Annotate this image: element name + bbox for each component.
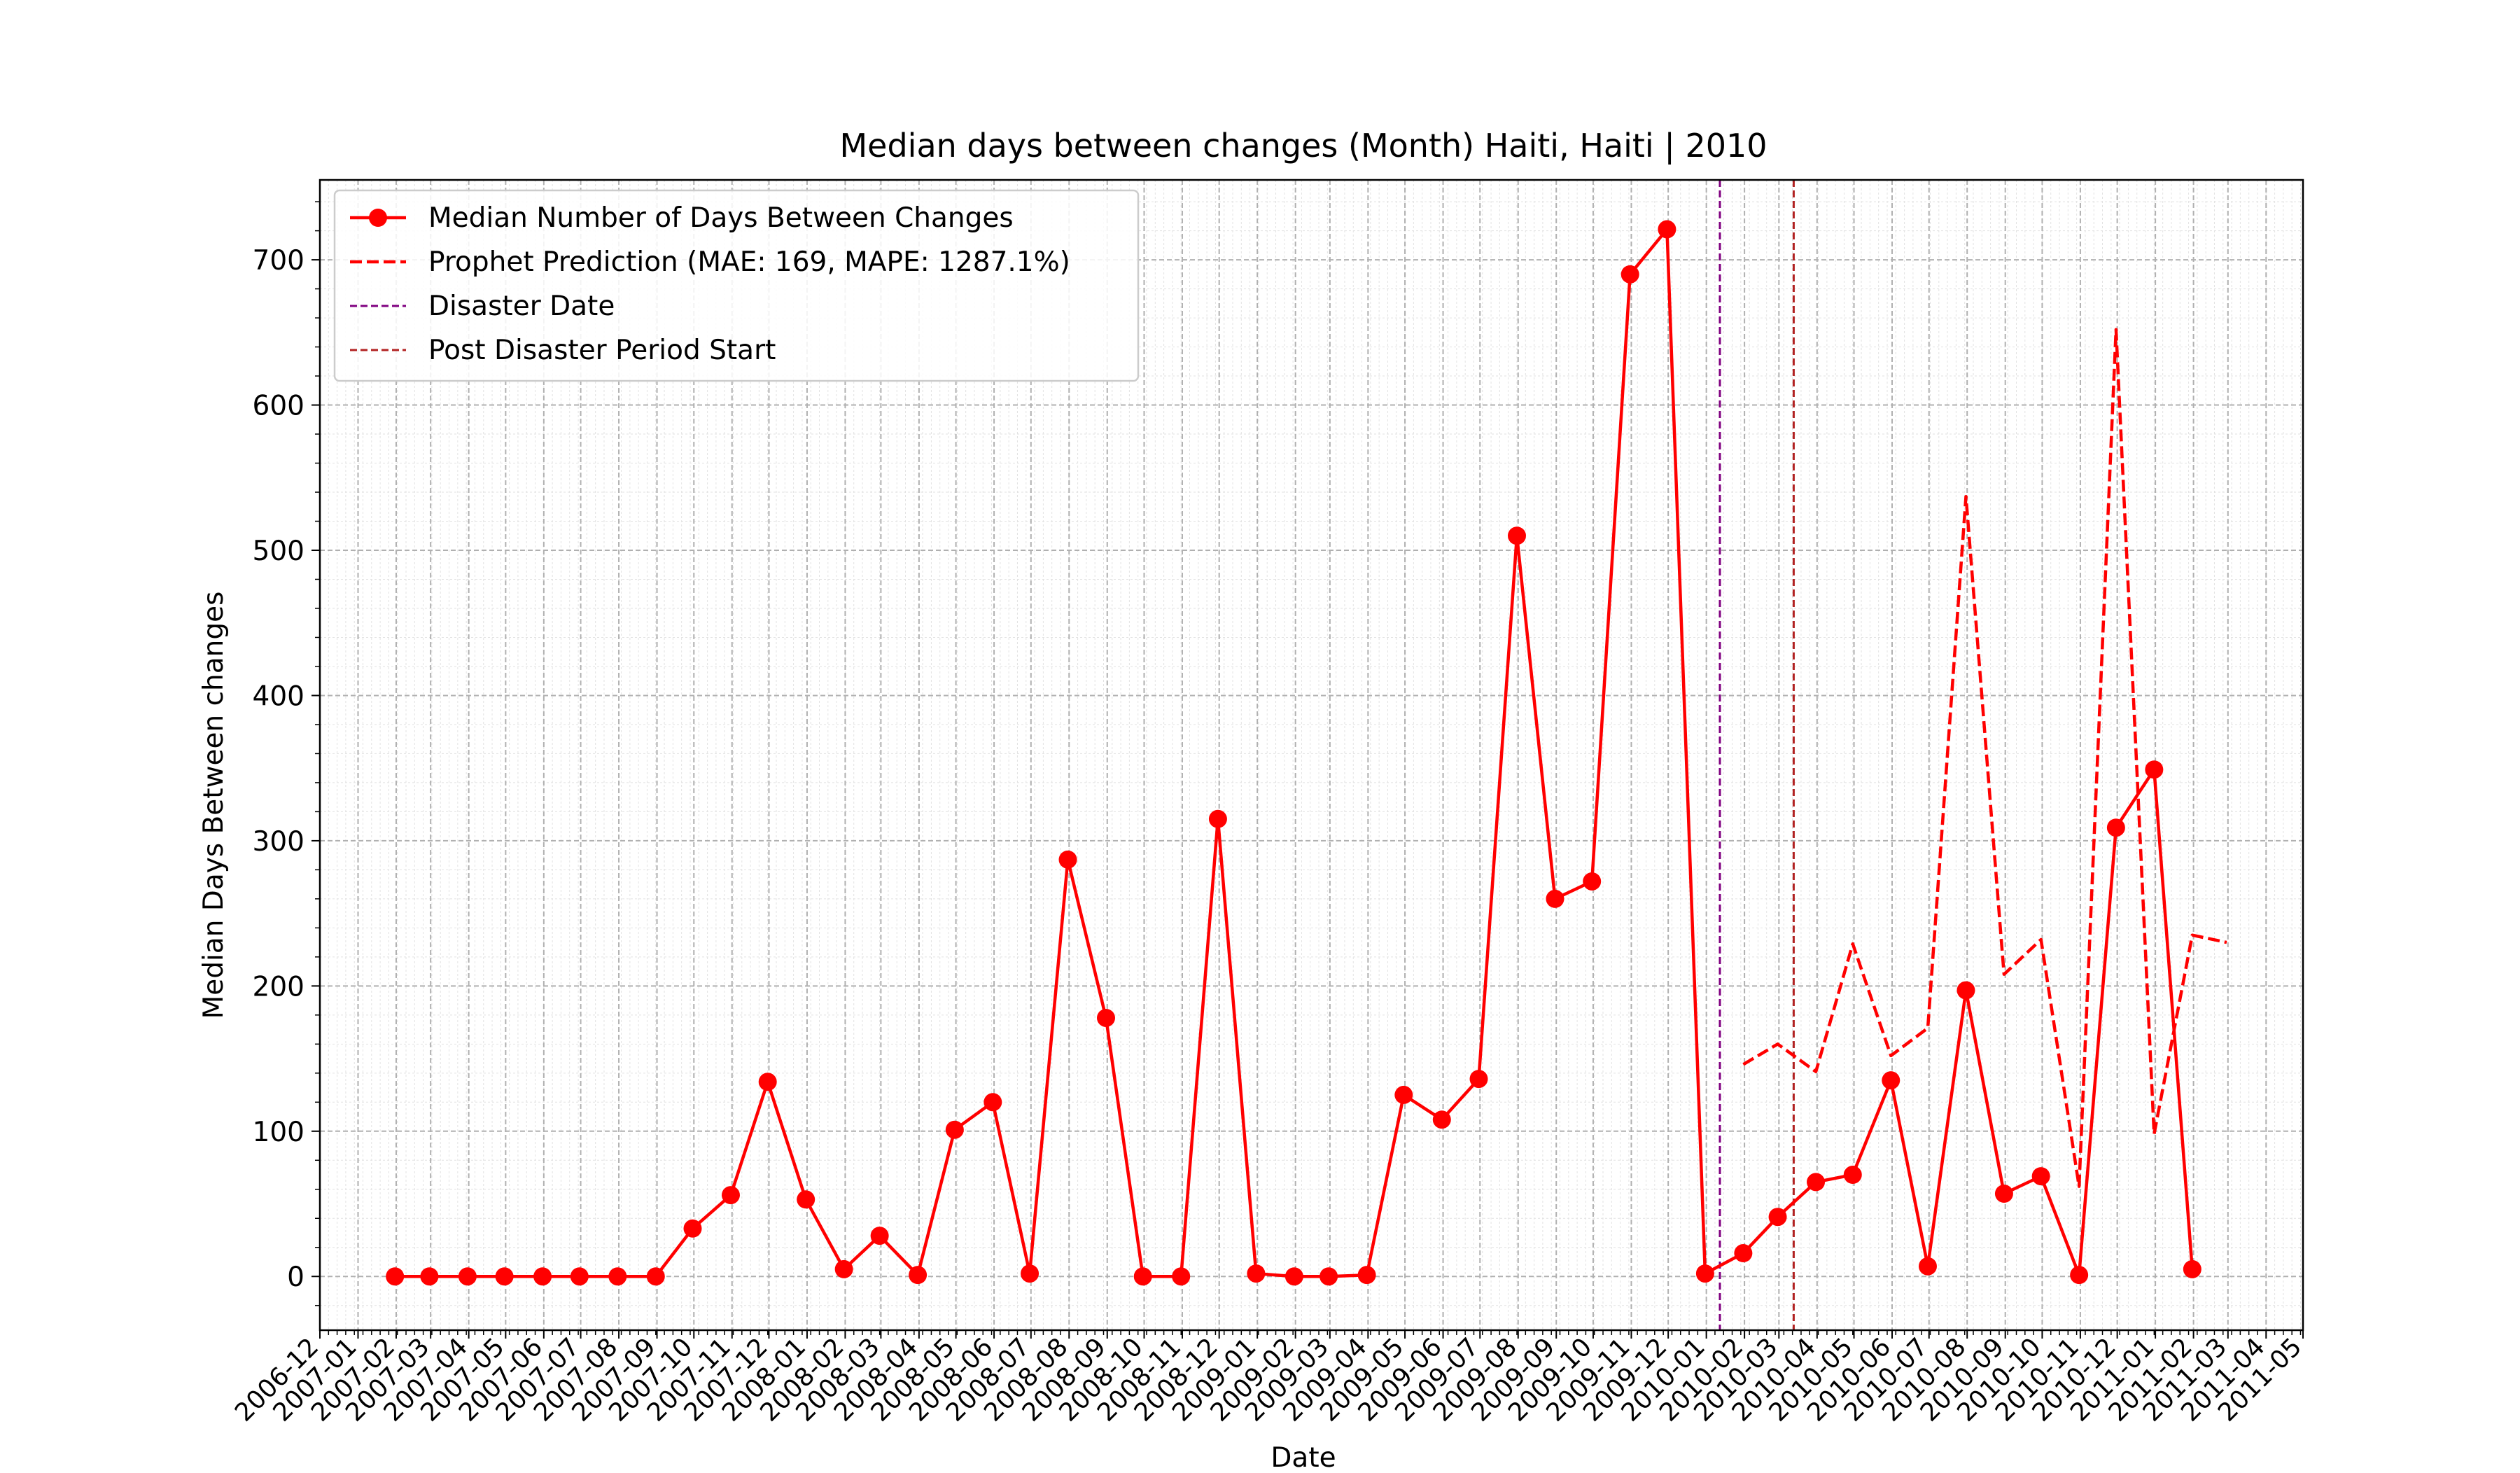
y-axis-label: Median Days Between changes — [198, 592, 230, 1019]
median-days-point — [1843, 1166, 1862, 1185]
legend-label-disaster: Disaster Date — [428, 291, 615, 322]
plot-frame — [318, 179, 2304, 1332]
median-days-point — [1469, 1070, 1488, 1089]
legend: Median Number of Days Between Changes Pr… — [333, 189, 1140, 382]
median-days-point — [983, 1093, 1002, 1112]
y-tick-label: 100 — [253, 1117, 304, 1148]
median-days-point — [2145, 760, 2164, 779]
median-days-point — [420, 1267, 439, 1286]
median-days-point — [386, 1267, 405, 1286]
median-days-point — [1620, 265, 1639, 284]
median-days-point — [2106, 818, 2125, 837]
median-days-point — [1882, 1071, 1900, 1090]
median-days-point — [1583, 872, 1602, 891]
median-days-point — [1320, 1267, 1338, 1286]
median-days-point — [1097, 1008, 1116, 1027]
median-days-point — [683, 1219, 702, 1238]
median-days-point — [721, 1186, 740, 1205]
median-days-point — [1658, 220, 1676, 239]
y-tick-label: 0 — [287, 1262, 304, 1293]
y-tick-label: 600 — [253, 391, 304, 422]
y-tick-label: 500 — [253, 536, 304, 567]
median-days-point — [1432, 1110, 1451, 1129]
y-tick-label: 200 — [253, 971, 304, 1003]
median-days-point — [1058, 850, 1077, 869]
median-days-point — [495, 1267, 514, 1286]
median-days-point — [909, 1266, 927, 1285]
median-days-point — [1918, 1257, 1937, 1276]
prophet-prediction-line — [1742, 328, 2227, 1188]
median-days-point — [945, 1120, 964, 1139]
y-tick-label: 300 — [253, 826, 304, 858]
legend-marker-median — [369, 209, 387, 227]
median-days-point — [1021, 1264, 1040, 1283]
legend-label-post-disaster: Post Disaster Period Start — [428, 335, 776, 366]
median-days-point — [1284, 1267, 1303, 1286]
x-axis-label: Date — [1270, 1442, 1336, 1470]
median-days-point — [1734, 1244, 1753, 1263]
median-days-point — [1357, 1266, 1376, 1285]
median-days-point — [797, 1190, 816, 1209]
median-days-point — [1994, 1184, 2013, 1203]
median-days-point — [1507, 526, 1526, 545]
y-tick-label: 400 — [253, 680, 304, 712]
median-days-point — [1695, 1264, 1714, 1283]
median-days-point — [1807, 1173, 1826, 1192]
median-days-point — [1956, 981, 1975, 1000]
median-days-point — [1208, 809, 1227, 828]
median-days-point — [758, 1073, 777, 1091]
median-days-point — [1172, 1267, 1191, 1286]
median-days-point — [1133, 1267, 1152, 1286]
median-days-point — [1768, 1208, 1787, 1227]
median-days-point — [2031, 1167, 2050, 1186]
median-days-point — [646, 1267, 665, 1286]
median-days-point — [1546, 889, 1564, 908]
median-days-point — [1247, 1264, 1266, 1283]
median-days-point — [870, 1227, 889, 1245]
y-tick-label: 700 — [253, 245, 304, 277]
median-days-point — [458, 1267, 477, 1286]
legend-label-median: Median Number of Days Between Changes — [428, 202, 1014, 234]
median-days-point — [608, 1267, 627, 1286]
chart-title: Median days between changes (Month) Hait… — [839, 127, 1767, 165]
median-days-point — [2070, 1266, 2089, 1285]
legend-label-prophet: Prophet Prediction (MAE: 169, MAPE: 1287… — [428, 246, 1070, 278]
median-days-point — [1394, 1085, 1413, 1104]
median-days-point — [570, 1267, 589, 1286]
legend-box — [333, 189, 1140, 382]
median-days-point — [834, 1259, 853, 1278]
median-days-point — [533, 1267, 552, 1286]
median-days-point — [2183, 1259, 2202, 1278]
